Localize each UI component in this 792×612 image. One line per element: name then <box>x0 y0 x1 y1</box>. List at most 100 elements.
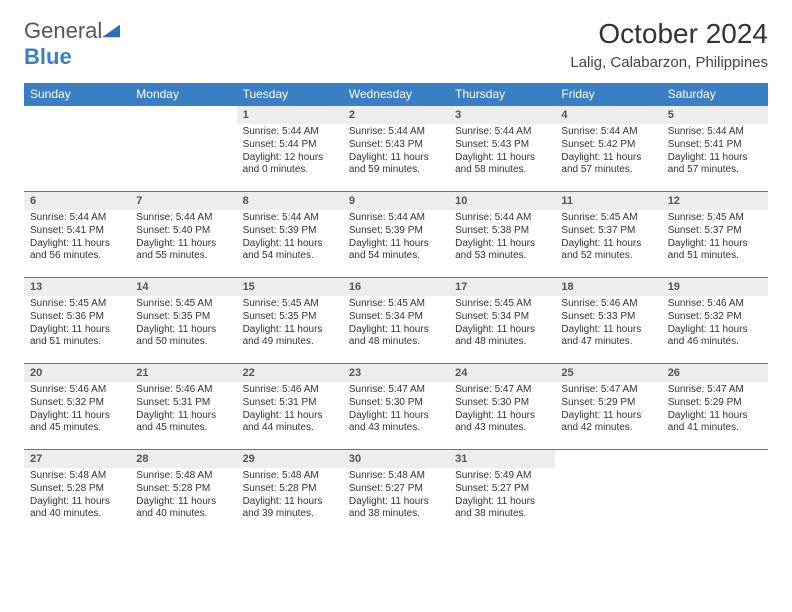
calendar-cell: 9Sunrise: 5:44 AMSunset: 5:39 PMDaylight… <box>343 192 449 278</box>
day-number: 7 <box>130 192 236 210</box>
calendar-cell: 13Sunrise: 5:45 AMSunset: 5:36 PMDayligh… <box>24 278 130 364</box>
page-title: October 2024 <box>570 18 768 50</box>
day-number: 26 <box>662 364 768 382</box>
calendar-cell: 25Sunrise: 5:47 AMSunset: 5:29 PMDayligh… <box>555 364 661 450</box>
calendar-cell: 28Sunrise: 5:48 AMSunset: 5:28 PMDayligh… <box>130 450 236 536</box>
day-number: 21 <box>130 364 236 382</box>
day-number: 3 <box>449 106 555 124</box>
day-details: Sunrise: 5:44 AMSunset: 5:43 PMDaylight:… <box>343 124 449 181</box>
calendar-cell <box>555 450 661 536</box>
calendar-cell: 29Sunrise: 5:48 AMSunset: 5:28 PMDayligh… <box>237 450 343 536</box>
day-header: Friday <box>555 83 661 106</box>
day-details: Sunrise: 5:48 AMSunset: 5:28 PMDaylight:… <box>130 468 236 525</box>
day-details: Sunrise: 5:46 AMSunset: 5:32 PMDaylight:… <box>24 382 130 439</box>
day-header: Tuesday <box>237 83 343 106</box>
calendar-table: SundayMondayTuesdayWednesdayThursdayFrid… <box>24 83 768 536</box>
day-number: 22 <box>237 364 343 382</box>
calendar-cell <box>662 450 768 536</box>
calendar-week: 20Sunrise: 5:46 AMSunset: 5:32 PMDayligh… <box>24 364 768 450</box>
day-header: Monday <box>130 83 236 106</box>
day-header: Saturday <box>662 83 768 106</box>
calendar-header: SundayMondayTuesdayWednesdayThursdayFrid… <box>24 83 768 106</box>
day-number: 9 <box>343 192 449 210</box>
day-header: Wednesday <box>343 83 449 106</box>
day-number: 13 <box>24 278 130 296</box>
logo: General Blue <box>24 18 120 70</box>
day-number: 23 <box>343 364 449 382</box>
day-number: 2 <box>343 106 449 124</box>
calendar-cell: 11Sunrise: 5:45 AMSunset: 5:37 PMDayligh… <box>555 192 661 278</box>
day-number: 24 <box>449 364 555 382</box>
day-details: Sunrise: 5:44 AMSunset: 5:43 PMDaylight:… <box>449 124 555 181</box>
day-details: Sunrise: 5:45 AMSunset: 5:37 PMDaylight:… <box>555 210 661 267</box>
calendar-cell: 26Sunrise: 5:47 AMSunset: 5:29 PMDayligh… <box>662 364 768 450</box>
day-number: 5 <box>662 106 768 124</box>
calendar-cell: 21Sunrise: 5:46 AMSunset: 5:31 PMDayligh… <box>130 364 236 450</box>
calendar-cell: 18Sunrise: 5:46 AMSunset: 5:33 PMDayligh… <box>555 278 661 364</box>
day-number: 8 <box>237 192 343 210</box>
day-details: Sunrise: 5:44 AMSunset: 5:40 PMDaylight:… <box>130 210 236 267</box>
location-text: Lalig, Calabarzon, Philippines <box>570 54 768 71</box>
calendar-body: 1Sunrise: 5:44 AMSunset: 5:44 PMDaylight… <box>24 106 768 536</box>
day-details: Sunrise: 5:49 AMSunset: 5:27 PMDaylight:… <box>449 468 555 525</box>
day-details: Sunrise: 5:44 AMSunset: 5:38 PMDaylight:… <box>449 210 555 267</box>
calendar-cell: 1Sunrise: 5:44 AMSunset: 5:44 PMDaylight… <box>237 106 343 192</box>
header: General Blue October 2024 Lalig, Calabar… <box>24 18 768 71</box>
calendar-cell: 7Sunrise: 5:44 AMSunset: 5:40 PMDaylight… <box>130 192 236 278</box>
day-details: Sunrise: 5:44 AMSunset: 5:41 PMDaylight:… <box>662 124 768 181</box>
day-details: Sunrise: 5:48 AMSunset: 5:28 PMDaylight:… <box>237 468 343 525</box>
day-number: 6 <box>24 192 130 210</box>
day-header: Sunday <box>24 83 130 106</box>
day-details: Sunrise: 5:44 AMSunset: 5:44 PMDaylight:… <box>237 124 343 181</box>
day-details: Sunrise: 5:46 AMSunset: 5:32 PMDaylight:… <box>662 296 768 353</box>
day-details: Sunrise: 5:47 AMSunset: 5:30 PMDaylight:… <box>449 382 555 439</box>
day-details: Sunrise: 5:48 AMSunset: 5:28 PMDaylight:… <box>24 468 130 525</box>
calendar-week: 1Sunrise: 5:44 AMSunset: 5:44 PMDaylight… <box>24 106 768 192</box>
day-number: 18 <box>555 278 661 296</box>
calendar-week: 27Sunrise: 5:48 AMSunset: 5:28 PMDayligh… <box>24 450 768 536</box>
day-number: 12 <box>662 192 768 210</box>
day-details: Sunrise: 5:47 AMSunset: 5:30 PMDaylight:… <box>343 382 449 439</box>
calendar-cell: 3Sunrise: 5:44 AMSunset: 5:43 PMDaylight… <box>449 106 555 192</box>
calendar-cell <box>130 106 236 192</box>
calendar-cell: 19Sunrise: 5:46 AMSunset: 5:32 PMDayligh… <box>662 278 768 364</box>
triangle-icon <box>102 22 120 38</box>
logo-part2: Blue <box>24 44 72 69</box>
day-details: Sunrise: 5:45 AMSunset: 5:34 PMDaylight:… <box>449 296 555 353</box>
day-details: Sunrise: 5:47 AMSunset: 5:29 PMDaylight:… <box>555 382 661 439</box>
logo-part1: General <box>24 18 102 43</box>
day-number: 15 <box>237 278 343 296</box>
day-details: Sunrise: 5:44 AMSunset: 5:39 PMDaylight:… <box>343 210 449 267</box>
calendar-cell: 27Sunrise: 5:48 AMSunset: 5:28 PMDayligh… <box>24 450 130 536</box>
day-number: 11 <box>555 192 661 210</box>
day-number: 4 <box>555 106 661 124</box>
calendar-cell: 6Sunrise: 5:44 AMSunset: 5:41 PMDaylight… <box>24 192 130 278</box>
day-number: 14 <box>130 278 236 296</box>
calendar-cell <box>24 106 130 192</box>
day-number: 25 <box>555 364 661 382</box>
day-details: Sunrise: 5:44 AMSunset: 5:42 PMDaylight:… <box>555 124 661 181</box>
day-details: Sunrise: 5:46 AMSunset: 5:31 PMDaylight:… <box>130 382 236 439</box>
day-number: 10 <box>449 192 555 210</box>
calendar-cell: 23Sunrise: 5:47 AMSunset: 5:30 PMDayligh… <box>343 364 449 450</box>
day-details: Sunrise: 5:45 AMSunset: 5:37 PMDaylight:… <box>662 210 768 267</box>
day-details: Sunrise: 5:45 AMSunset: 5:34 PMDaylight:… <box>343 296 449 353</box>
day-number: 16 <box>343 278 449 296</box>
calendar-cell: 17Sunrise: 5:45 AMSunset: 5:34 PMDayligh… <box>449 278 555 364</box>
calendar-cell: 30Sunrise: 5:48 AMSunset: 5:27 PMDayligh… <box>343 450 449 536</box>
calendar-cell: 12Sunrise: 5:45 AMSunset: 5:37 PMDayligh… <box>662 192 768 278</box>
day-number: 28 <box>130 450 236 468</box>
calendar-cell: 15Sunrise: 5:45 AMSunset: 5:35 PMDayligh… <box>237 278 343 364</box>
day-details: Sunrise: 5:46 AMSunset: 5:33 PMDaylight:… <box>555 296 661 353</box>
calendar-cell: 31Sunrise: 5:49 AMSunset: 5:27 PMDayligh… <box>449 450 555 536</box>
calendar-week: 13Sunrise: 5:45 AMSunset: 5:36 PMDayligh… <box>24 278 768 364</box>
day-details: Sunrise: 5:47 AMSunset: 5:29 PMDaylight:… <box>662 382 768 439</box>
calendar-cell: 10Sunrise: 5:44 AMSunset: 5:38 PMDayligh… <box>449 192 555 278</box>
calendar-cell: 22Sunrise: 5:46 AMSunset: 5:31 PMDayligh… <box>237 364 343 450</box>
day-number: 31 <box>449 450 555 468</box>
day-number: 17 <box>449 278 555 296</box>
day-details: Sunrise: 5:45 AMSunset: 5:36 PMDaylight:… <box>24 296 130 353</box>
day-number: 19 <box>662 278 768 296</box>
calendar-cell: 20Sunrise: 5:46 AMSunset: 5:32 PMDayligh… <box>24 364 130 450</box>
calendar-cell: 16Sunrise: 5:45 AMSunset: 5:34 PMDayligh… <box>343 278 449 364</box>
